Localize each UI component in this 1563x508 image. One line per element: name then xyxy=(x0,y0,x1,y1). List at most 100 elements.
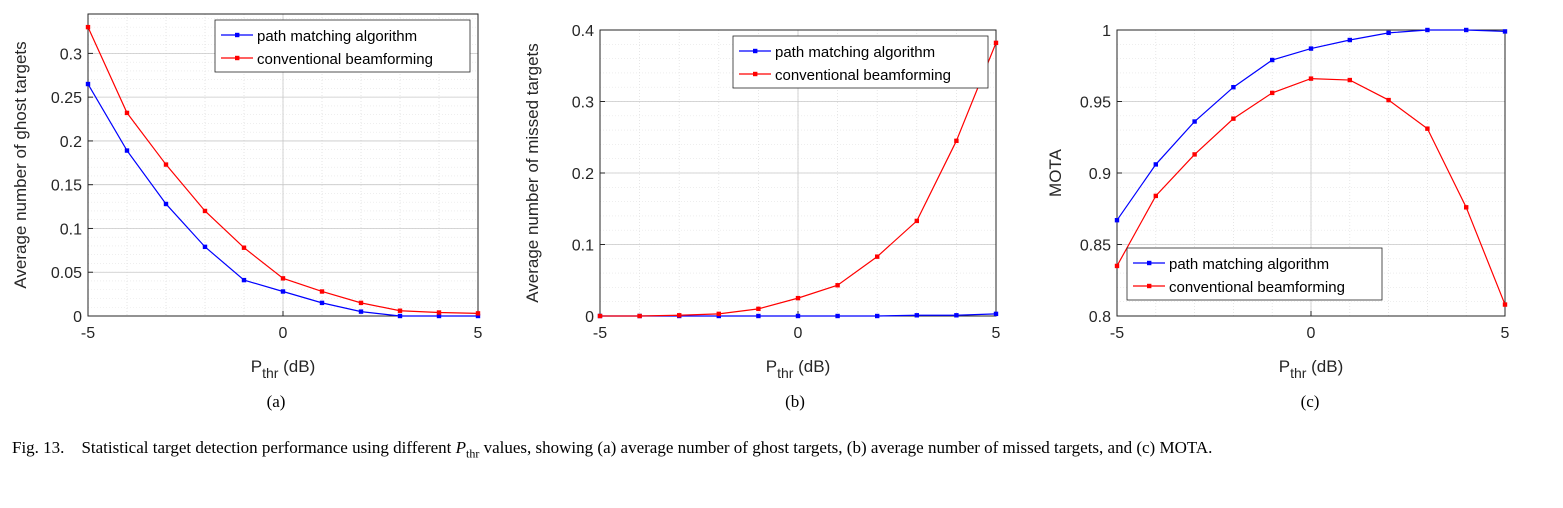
caption-text-after: values, showing (a) average number of gh… xyxy=(479,438,1213,457)
x-axis-label-sub: thr xyxy=(262,365,279,381)
series-marker-0 xyxy=(1308,46,1314,51)
caption-text-before: Statistical target detection performance… xyxy=(81,438,456,457)
series-marker-1 xyxy=(875,254,880,259)
series-marker-1 xyxy=(835,283,840,288)
y-tick-label: 0 xyxy=(585,309,594,326)
series-marker-0 xyxy=(1270,57,1275,63)
legend-label-1: conventional beamforming xyxy=(257,51,433,68)
series-marker-1 xyxy=(319,289,325,294)
x-tick-label: 0 xyxy=(279,325,288,342)
legend-marker-1 xyxy=(235,55,240,61)
series-marker-1 xyxy=(637,313,642,319)
series-marker-1 xyxy=(280,276,286,281)
series-marker-0 xyxy=(914,313,919,318)
series-marker-0 xyxy=(1231,85,1236,90)
series-marker-0 xyxy=(1425,27,1430,33)
x-tick-label: -5 xyxy=(1110,325,1124,342)
series-marker-0 xyxy=(85,81,91,87)
chart-panel-2: -5 0 5 0.8 0.85 0.9 0.95 1 Pthr (dB) MOTA path mat… xyxy=(1046,23,1510,381)
series-marker-1 xyxy=(475,311,481,316)
legend-label-0: path matching algorithm xyxy=(1169,256,1329,273)
legend-label-1: conventional beamforming xyxy=(775,67,951,84)
x-axis-label-sub: thr xyxy=(1290,365,1307,381)
x-axis-label-unit: (dB) xyxy=(278,357,315,376)
x-tick-label: 0 xyxy=(794,325,803,342)
series-marker-1 xyxy=(1425,126,1430,131)
y-tick-label: 0.9 xyxy=(1089,166,1111,183)
series-marker-1 xyxy=(1464,205,1469,210)
series-marker-1 xyxy=(716,311,721,317)
x-tick-label: 5 xyxy=(1501,325,1510,342)
y-tick-label: 0.1 xyxy=(572,238,594,255)
panel-label-b: (b) xyxy=(785,392,805,411)
series-marker-1 xyxy=(954,138,959,144)
series-marker-1 xyxy=(85,24,91,30)
series-marker-0 xyxy=(319,300,325,306)
y-tick-label: 0.2 xyxy=(60,134,82,151)
series-marker-0 xyxy=(795,313,801,319)
series-marker-1 xyxy=(597,313,603,319)
series-marker-1 xyxy=(993,40,999,46)
y-tick-label: 0.8 xyxy=(1089,309,1111,326)
series-marker-0 xyxy=(1114,217,1120,223)
y-tick-label: 0 xyxy=(73,309,82,326)
series-marker-1 xyxy=(756,306,761,312)
x-axis-label-main: P xyxy=(1279,357,1290,376)
x-axis-label-unit: (dB) xyxy=(1306,357,1343,376)
series-marker-0 xyxy=(124,148,130,153)
series-marker-0 xyxy=(163,201,169,207)
legend-box xyxy=(732,35,989,89)
y-axis-label: MOTA xyxy=(1046,148,1065,197)
y-tick-label: 0.15 xyxy=(51,178,82,195)
y-tick-label: 0.2 xyxy=(572,166,594,183)
y-tick-label: 0.25 xyxy=(51,90,82,107)
x-tick-label: 0 xyxy=(1307,325,1316,342)
legend-marker-0 xyxy=(1147,260,1152,266)
series-marker-0 xyxy=(241,277,247,283)
series-marker-1 xyxy=(677,313,682,318)
series-marker-1 xyxy=(914,218,919,224)
y-tick-label: 0.1 xyxy=(60,221,82,238)
caption-fig-label: Fig. 13. xyxy=(12,438,65,457)
series-marker-1 xyxy=(1192,152,1197,157)
caption-symbol: P xyxy=(455,438,467,457)
x-axis-label: Pthr (dB) xyxy=(766,357,831,381)
legend-label-1: conventional beamforming xyxy=(1169,279,1345,296)
x-axis-label: Pthr (dB) xyxy=(251,357,316,381)
legend-marker-0 xyxy=(753,48,758,54)
x-tick-label: 5 xyxy=(992,325,1001,342)
panel-label-a: (a) xyxy=(266,392,286,411)
series-marker-1 xyxy=(163,162,169,167)
y-tick-label: 0.95 xyxy=(1080,95,1111,112)
series-marker-0 xyxy=(475,313,481,319)
x-axis-label: Pthr (dB) xyxy=(1279,357,1344,381)
series-marker-0 xyxy=(835,313,840,319)
series-marker-1 xyxy=(1270,90,1275,96)
series-marker-1 xyxy=(124,110,130,116)
legend-box xyxy=(214,19,471,73)
series-marker-0 xyxy=(1386,30,1391,36)
series-marker-1 xyxy=(436,310,442,315)
x-axis-label-unit: (dB) xyxy=(793,357,830,376)
series-marker-1 xyxy=(241,245,247,250)
x-axis-label-sub: thr xyxy=(777,365,794,381)
series-marker-0 xyxy=(1192,119,1197,124)
series-marker-1 xyxy=(1231,116,1236,121)
x-axis-label-main: P xyxy=(766,357,777,376)
y-axis-label: Average number of ghost targets xyxy=(11,41,30,288)
series-marker-0 xyxy=(280,289,286,294)
y-tick-label: 0.4 xyxy=(572,23,594,40)
y-tick-label: 0.3 xyxy=(572,95,594,112)
y-tick-label: 0.85 xyxy=(1080,238,1111,255)
series-marker-1 xyxy=(1386,97,1391,103)
legend-marker-1 xyxy=(1147,283,1152,289)
series-marker-1 xyxy=(1502,302,1508,307)
y-tick-label: 1 xyxy=(1102,23,1111,40)
y-tick-label: 0.05 xyxy=(51,265,82,282)
legend-marker-1 xyxy=(753,71,758,77)
series-marker-1 xyxy=(795,295,801,301)
x-tick-label: -5 xyxy=(593,325,607,342)
